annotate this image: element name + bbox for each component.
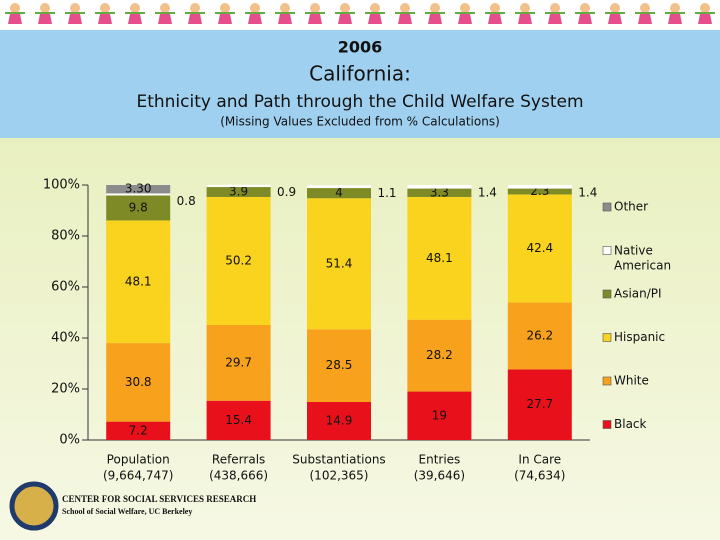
value-label: 3.3 xyxy=(430,185,449,199)
value-label: 4 xyxy=(335,186,343,200)
value-label: 48.1 xyxy=(125,274,152,288)
y-tick-label: 60% xyxy=(51,280,80,295)
value-label: 29.7 xyxy=(225,355,252,369)
x-tick-label: Substantiations xyxy=(292,453,385,467)
value-label: 51.4 xyxy=(326,256,353,270)
bar-segment xyxy=(407,196,472,320)
bar-segment xyxy=(106,195,171,221)
y-tick-label: 0% xyxy=(59,433,80,448)
value-label: 26.2 xyxy=(526,328,553,342)
legend-label: Asian/PI xyxy=(614,287,662,301)
bar-segment xyxy=(106,185,171,194)
value-label: 0.9 xyxy=(277,185,296,199)
y-tick-label: 40% xyxy=(51,331,80,346)
legend-label: Other xyxy=(614,200,648,214)
bar-segment xyxy=(106,421,171,440)
bar-segment xyxy=(507,302,572,370)
footer-org: CENTER FOR SOCIAL SERVICES RESEARCH xyxy=(62,494,256,504)
bar-segment xyxy=(206,400,271,440)
legend-label: Black xyxy=(614,417,647,431)
value-label: 42.4 xyxy=(526,241,553,255)
value-label: 15.4 xyxy=(225,413,252,427)
plot: 0% 20% 40% 60% 80% 100% Population (9,664,747) 7… xyxy=(43,178,671,483)
value-label: 28.2 xyxy=(426,348,453,362)
bar-segment xyxy=(307,198,371,330)
x-tick-count: (39,646) xyxy=(414,469,465,483)
bar-segment xyxy=(407,391,472,440)
value-label: 3.30 xyxy=(125,182,152,196)
x-tick-count: (438,666) xyxy=(209,469,268,483)
legend-swatch xyxy=(602,202,612,212)
x-tick-count: (9,664,747) xyxy=(103,469,173,483)
subtitle: (Missing Values Excluded from % Calculat… xyxy=(220,115,500,129)
bar-segment xyxy=(206,324,271,401)
value-label: 14.9 xyxy=(326,414,353,428)
value-label: 28.5 xyxy=(326,358,353,372)
legend-label: White xyxy=(614,374,649,388)
bar-segment xyxy=(307,185,371,189)
y-tick-label: 100% xyxy=(43,178,80,193)
value-label: 19 xyxy=(432,408,447,422)
bar-segment xyxy=(407,185,472,189)
bar-segment xyxy=(206,184,271,188)
kids-banner xyxy=(0,0,720,30)
y-tick-label: 20% xyxy=(51,382,80,397)
title: Ethnicity and Path through the Child Wel… xyxy=(136,92,583,112)
bar-segment xyxy=(307,188,371,199)
legend-label: Native American xyxy=(614,243,671,272)
value-label: 48.1 xyxy=(426,251,453,265)
bar-segment xyxy=(206,196,271,325)
value-label: 1.4 xyxy=(578,186,597,200)
legend-swatch xyxy=(602,420,612,429)
legend-swatch xyxy=(602,289,612,299)
x-tick-count: (74,634) xyxy=(514,469,565,483)
legend-swatch xyxy=(602,246,612,255)
x-tick-label: Referrals xyxy=(212,453,265,467)
x-tick-label: In Care xyxy=(518,453,561,467)
bar-segment xyxy=(507,194,572,303)
value-label: 1.1 xyxy=(377,186,396,200)
bar-segment xyxy=(106,193,171,196)
value-label: 9.8 xyxy=(129,200,148,214)
bar-segment xyxy=(307,402,371,440)
value-label: 27.7 xyxy=(526,397,553,411)
value-label: 3.9 xyxy=(229,185,248,199)
x-tick-label: Population xyxy=(107,453,170,467)
value-label: 1.4 xyxy=(478,186,497,200)
bar-segment xyxy=(507,369,572,440)
value-label: 50.2 xyxy=(225,253,252,267)
bar-segment xyxy=(407,319,472,392)
year: 2006 xyxy=(338,38,383,57)
y-tick-label: 80% xyxy=(51,229,80,244)
x-tick-label: Entries xyxy=(419,453,461,467)
legend-swatch xyxy=(602,376,612,386)
footer-school: School of Social Welfare, UC Berkeley xyxy=(62,507,192,516)
bar-segment xyxy=(206,187,271,197)
x-tick-count: (102,365) xyxy=(310,469,369,483)
bar-segment xyxy=(106,343,171,422)
legend-label: Hispanic xyxy=(614,330,665,344)
bar-segment xyxy=(307,329,371,403)
value-label: 30.8 xyxy=(125,375,152,389)
bar-segment xyxy=(507,188,572,195)
bar-segment xyxy=(407,188,472,197)
bar-segment xyxy=(106,220,171,344)
value-label: 0.8 xyxy=(177,194,196,208)
logo xyxy=(9,481,59,531)
value-label: 7.2 xyxy=(129,423,148,437)
header-band xyxy=(0,30,720,138)
legend-swatch xyxy=(602,333,612,342)
state: California: xyxy=(309,62,411,86)
bar-segment xyxy=(507,185,572,189)
